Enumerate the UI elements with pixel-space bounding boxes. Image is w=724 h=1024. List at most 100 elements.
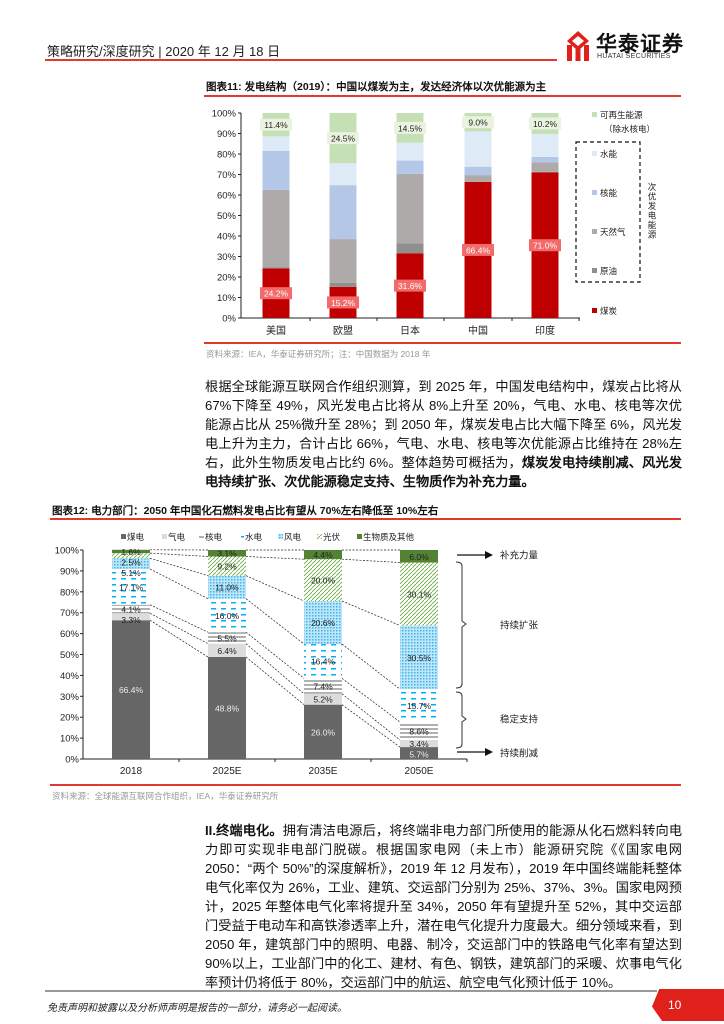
data-label: 31.6% <box>398 281 423 291</box>
legend-label: 核电 <box>205 532 223 542</box>
data-label: 10.2% <box>533 119 558 129</box>
annotation-label: 持续削减 <box>500 748 539 760</box>
data-label: 24.2% <box>264 289 289 299</box>
data-label: 5.7% <box>409 750 429 760</box>
data-label: 14.5% <box>398 123 423 133</box>
legend-label: 原油 <box>600 266 617 276</box>
figure11-rule <box>204 95 681 97</box>
figure12-rule <box>50 518 681 520</box>
data-label: 48.8% <box>215 704 240 714</box>
bar-segment <box>531 171 559 173</box>
data-label: 4.1% <box>121 605 141 615</box>
data-label: 30.5% <box>407 653 432 663</box>
y-tick-label: 60% <box>217 191 237 202</box>
legend-label: 天然气 <box>600 227 626 237</box>
connector-line <box>341 558 401 563</box>
paragraph-power-structure: 根据全球能源互联网合作组织测算，到 2025 年，中国发电结构中，煤炭占比将从 … <box>205 377 682 491</box>
data-label: 9.0% <box>468 118 488 128</box>
bar-segment <box>208 643 246 658</box>
y-tick-label: 20% <box>217 273 237 284</box>
figure12-source-rule <box>50 784 681 786</box>
bar-segment <box>464 166 492 176</box>
legend-label: 水电 <box>245 532 263 542</box>
bar-segment <box>396 113 424 143</box>
data-label-box <box>529 117 561 130</box>
bar-segment <box>531 162 559 172</box>
legend-group-label: 能 <box>648 220 657 230</box>
data-label: 11.0% <box>215 583 239 593</box>
arrowhead-icon <box>485 748 493 756</box>
legend-group-label: 发 <box>648 201 657 211</box>
x-tick-label: 日本 <box>400 324 420 337</box>
page-number: 10 <box>652 989 724 1021</box>
y-tick-label: 80% <box>60 587 80 598</box>
bar-segment <box>208 632 246 644</box>
bar-segment <box>531 113 559 134</box>
bar-segment <box>208 556 246 576</box>
legend-label: 光伏 <box>323 532 341 542</box>
legend-swatch <box>162 534 167 539</box>
data-label: 5.5% <box>217 633 237 643</box>
data-label: 8.6% <box>409 726 429 736</box>
figure11-title: 图表11: 发电结构（2019）：中国以煤炭为主，发达经济体以次优能源为主 <box>206 81 547 93</box>
connector-line <box>149 558 209 577</box>
legend-group-label: 次 <box>648 182 657 192</box>
data-label-box <box>327 132 359 145</box>
annotation-label: 稳定支持 <box>500 714 539 726</box>
paragraph-text: 拥有清洁电源后，将终端非电力部门所使用的能源从化石燃料转向电力即可实现非电部门脱… <box>205 823 683 990</box>
connector-line <box>245 598 305 645</box>
data-label: 26.0% <box>311 727 336 737</box>
bar-segment <box>329 286 357 318</box>
huatai-logo-icon <box>567 31 589 61</box>
data-label: 11.4% <box>264 120 288 130</box>
data-label: 16.0% <box>215 611 240 621</box>
bar-segment <box>262 150 290 190</box>
bar-segment <box>262 113 290 137</box>
legend-label: 煤电 <box>127 532 145 542</box>
legend-group-label: 电 <box>648 211 657 221</box>
y-tick-label: 100% <box>55 546 80 557</box>
bar-segment <box>112 604 150 614</box>
figure12-source: 资料来源：全球能源互联网合作组织，IEA，华泰证券研究所 <box>52 791 279 801</box>
y-tick-label: 30% <box>60 692 80 703</box>
bar-segment <box>329 113 357 164</box>
bar-segment <box>400 550 438 563</box>
bar-segment <box>531 172 559 318</box>
data-label-box <box>327 296 359 309</box>
legend-swatch <box>592 151 597 156</box>
data-label: 1.6% <box>121 547 141 557</box>
bar-segment <box>400 562 438 626</box>
data-label: 15.2% <box>331 298 356 308</box>
legend-label: 水能 <box>600 149 618 159</box>
bar-segment <box>304 693 342 705</box>
y-tick-label: 30% <box>217 252 237 263</box>
data-label: 24.5% <box>331 134 356 144</box>
connector-line <box>149 613 209 644</box>
x-tick-label: 欧盟 <box>333 325 353 337</box>
connector-line <box>245 643 305 695</box>
bar-segment <box>400 739 438 748</box>
data-label-box <box>394 279 426 292</box>
legend-label: 气电 <box>168 532 186 542</box>
bar-segment <box>304 559 342 601</box>
legend-swatch <box>278 534 283 539</box>
legend-swatch <box>592 112 597 117</box>
bar-segment <box>208 575 246 599</box>
connector-line <box>245 631 305 679</box>
annotation-label: 持续扩张 <box>500 620 539 632</box>
data-label-box <box>529 239 561 252</box>
y-tick-label: 100% <box>212 109 237 120</box>
bar-segment <box>112 620 150 759</box>
legend-swatch <box>357 534 362 539</box>
paragraph-text: 根据全球能源互联网合作组织测算，到 2025 年，中国发电结构中，煤炭占比将从 … <box>205 379 682 470</box>
y-tick-label: 0% <box>65 755 79 766</box>
figure12-title: 图表12: 电力部门：2050 年中国化石燃料发电占比有望从 70%左右降低至 … <box>52 505 439 517</box>
figure11-source-rule <box>204 342 681 344</box>
data-label-box <box>260 118 292 131</box>
y-tick-label: 90% <box>60 566 80 577</box>
legend-swatch <box>592 268 597 273</box>
legend-group-box <box>575 141 641 283</box>
bar-segment <box>112 613 150 621</box>
connector-line <box>341 600 401 626</box>
data-label: 66.4% <box>119 685 144 695</box>
